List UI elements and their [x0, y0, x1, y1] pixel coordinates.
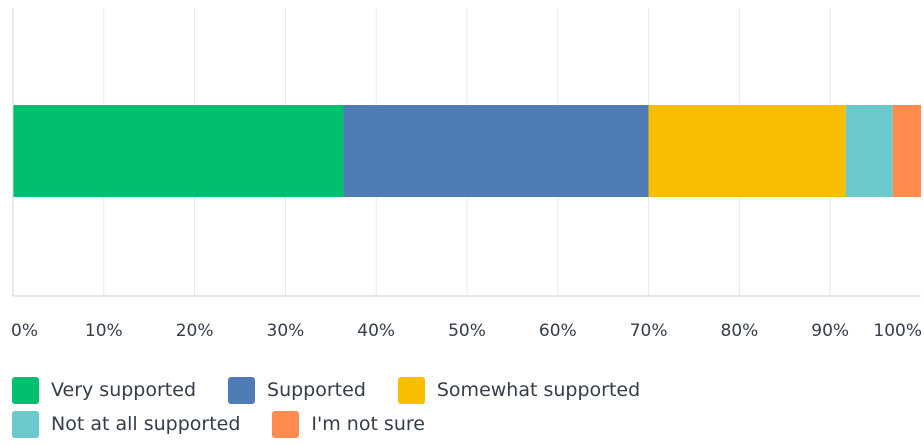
- legend-item-not-at-all-supported: Not at all supported: [12, 410, 241, 438]
- legend-label-somewhat-supported: Somewhat supported: [436, 379, 641, 401]
- legend-row-2: Not at all supported I'm not sure: [12, 407, 922, 441]
- legend-label-not-sure: I'm not sure: [311, 413, 425, 435]
- legend-item-very-supported: Very supported: [12, 376, 197, 404]
- legend-swatch-not-sure: [272, 410, 300, 438]
- legend-swatch-very-supported: [12, 376, 39, 404]
- x-tick-label-4: 40%: [357, 321, 395, 341]
- x-tick-label-3: 30%: [267, 321, 305, 341]
- bar-segment-somewhat-supported: [648, 105, 846, 197]
- x-tick-labels: 0% 10% 20% 30% 40% 50% 60% 70% 80% 90% 100%: [11, 321, 922, 341]
- x-tick-label-9: 90%: [811, 321, 849, 341]
- x-tick-label-8: 80%: [721, 321, 759, 341]
- x-tick-label-10: 100%: [873, 321, 922, 341]
- bar-segment-supported: [343, 105, 649, 197]
- axis-lines: [12, 8, 921, 297]
- legend-swatch-supported: [228, 376, 256, 404]
- legend-label-very-supported: Very supported: [51, 379, 197, 401]
- legend-item-not-sure: I'm not sure: [272, 410, 425, 438]
- legend-label-supported: Supported: [267, 379, 366, 401]
- legend-swatch-not-at-all-supported: [12, 410, 39, 438]
- bar-segment-not-at-all-supported: [845, 105, 893, 197]
- legend-label-not-at-all-supported: Not at all supported: [51, 413, 241, 435]
- chart-legend: Very supported Supported Somewhat suppor…: [12, 373, 922, 441]
- x-tick-label-0: 0%: [11, 321, 38, 341]
- x-tick-label-5: 50%: [448, 321, 486, 341]
- bar-segment-very-supported: [13, 105, 344, 197]
- legend-item-somewhat-supported: Somewhat supported: [397, 376, 641, 404]
- bar-segments: [13, 105, 921, 197]
- x-tick-label-7: 70%: [630, 321, 668, 341]
- legend-swatch-somewhat-supported: [397, 376, 425, 404]
- x-tick-label-1: 10%: [85, 321, 123, 341]
- x-tick-label-6: 60%: [539, 321, 577, 341]
- legend-item-supported: Supported: [228, 376, 366, 404]
- legend-row-1: Very supported Supported Somewhat suppor…: [12, 373, 922, 407]
- x-tick-label-2: 20%: [176, 321, 214, 341]
- bar-segment-i-m-not-sure: [892, 105, 921, 197]
- stacked-bar-chart: 0% 10% 20% 30% 40% 50% 60% 70% 80% 90% 100%: [11, 8, 922, 341]
